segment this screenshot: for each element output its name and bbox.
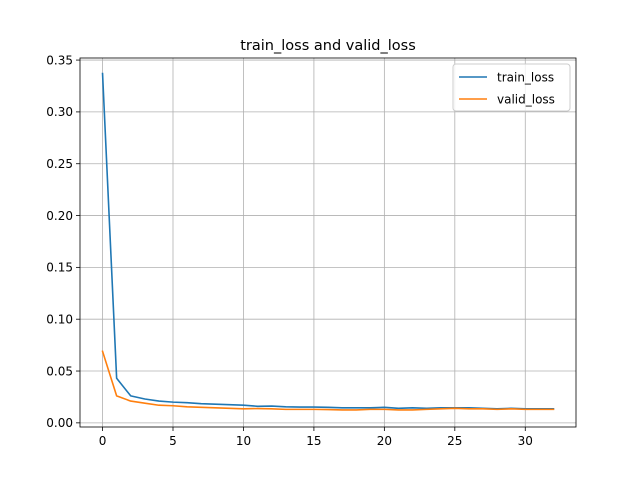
y-tick-label: 0.25 (46, 157, 73, 171)
x-tick-label: 5 (169, 434, 177, 448)
legend: train_loss valid_loss (452, 63, 571, 112)
tick-layer: 0 5 10 15 20 25 30 0.00 0.05 0.10 0.15 0.20 0.25 0.30… (46, 53, 533, 448)
y-tick-label: 0.05 (46, 364, 73, 378)
x-tick-label: 0 (99, 434, 107, 448)
legend-label-train-loss: train_loss (497, 70, 554, 84)
x-tick-label: 20 (377, 434, 392, 448)
y-tick-label: 0.15 (46, 261, 73, 275)
y-tick-label: 0.00 (46, 416, 73, 430)
y-tick-label: 0.30 (46, 105, 73, 119)
x-tick-label: 10 (236, 434, 251, 448)
x-tick-label: 25 (447, 434, 462, 448)
x-tick-label: 15 (306, 434, 321, 448)
x-tick-label: 30 (518, 434, 533, 448)
y-tick-label: 0.20 (46, 209, 73, 223)
y-tick-label: 0.35 (46, 53, 73, 67)
chart-title: train_loss and valid_loss (240, 38, 416, 54)
series-line-valid-loss (101, 350, 555, 411)
y-tick-label: 0.10 (46, 313, 73, 327)
legend-label-valid-loss: valid_loss (497, 92, 555, 106)
plot-frame (79, 57, 577, 428)
series-layer (101, 72, 555, 411)
grid-layer (80, 58, 576, 427)
